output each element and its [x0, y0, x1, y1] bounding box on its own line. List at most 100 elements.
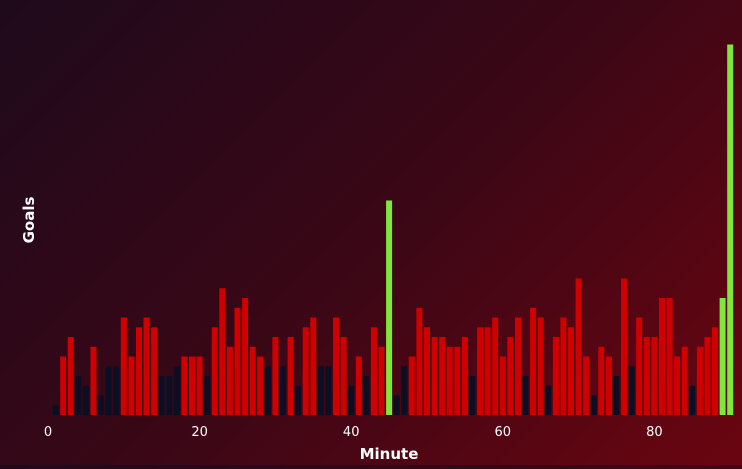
bar-minute-9 — [113, 366, 120, 416]
bar-minute-63 — [522, 376, 529, 415]
x-axis-ticks: 0 20 40 60 80 — [44, 425, 663, 440]
bar-minute-4 — [75, 376, 82, 415]
bar-minute-2 — [60, 356, 67, 415]
bar-minute-6 — [90, 346, 97, 416]
bar-minute-51 — [431, 337, 438, 415]
x-tick-label: 80 — [646, 425, 663, 440]
bar-minute-61 — [507, 337, 514, 415]
bar-minute-52 — [439, 337, 446, 415]
bar-minute-10 — [120, 317, 127, 415]
bar-minute-82 — [666, 298, 673, 415]
bar-minute-28 — [257, 356, 264, 415]
bar-minute-27 — [249, 346, 256, 416]
bar-minute-59 — [492, 317, 499, 415]
bar-minute-35 — [310, 317, 317, 415]
bar-minute-78 — [636, 317, 643, 415]
bar-minute-69 — [568, 327, 574, 416]
bar-minute-30 — [272, 337, 279, 415]
bar-minute-5 — [82, 385, 89, 416]
bar-minute-68 — [560, 317, 567, 415]
bar-minute-3 — [67, 337, 74, 415]
x-tick-label: 40 — [343, 425, 360, 440]
bar-minute-85 — [689, 385, 696, 416]
bar-minute-62 — [515, 317, 521, 415]
bar-minute-50 — [424, 327, 430, 416]
bar-minute-64 — [530, 307, 537, 416]
bar-minute-39 — [340, 337, 347, 415]
bar-minute-43 — [370, 327, 377, 416]
bar-minute-84 — [681, 346, 688, 416]
bar-minute-80 — [651, 337, 658, 415]
bar-minute-73 — [598, 346, 605, 416]
bar-minute-77 — [628, 366, 635, 416]
bar-minute-16 — [166, 376, 173, 415]
bar-minute-66 — [545, 385, 552, 416]
bar-minute-32 — [287, 337, 294, 415]
bar-minute-46 — [393, 395, 400, 415]
bar-minute-55 — [461, 337, 468, 415]
y-axis-label: Goals — [20, 197, 38, 244]
bar-minute-90 — [727, 44, 734, 415]
bar-minute-88 — [712, 327, 718, 416]
bar-minute-25 — [234, 307, 241, 416]
bar-minute-38 — [333, 317, 339, 415]
bar-minute-20 — [196, 356, 203, 415]
bar-minute-67 — [552, 337, 559, 415]
bar-minute-87 — [704, 337, 711, 415]
bar-minute-31 — [280, 366, 286, 416]
bar-minute-57 — [477, 327, 484, 416]
bar-minute-74 — [605, 356, 612, 415]
bar-minute-56 — [469, 376, 476, 415]
bar-minute-15 — [158, 376, 165, 415]
bar-minute-48 — [408, 356, 415, 415]
bar-minute-49 — [416, 307, 423, 416]
bar-minute-47 — [401, 366, 408, 416]
bar-minute-23 — [219, 288, 226, 416]
bar-minute-34 — [302, 327, 309, 416]
bar-minute-8 — [105, 366, 112, 416]
bar-minute-13 — [143, 317, 150, 415]
bar-minute-41 — [355, 356, 362, 415]
bar-minute-79 — [643, 337, 650, 415]
bar-minute-7 — [98, 395, 105, 415]
bar-minute-70 — [575, 278, 582, 415]
bar-minute-81 — [659, 298, 665, 415]
x-tick-label: 60 — [495, 425, 512, 440]
bar-minute-40 — [348, 385, 355, 416]
bar-minute-44 — [378, 346, 385, 416]
bar-minute-21 — [204, 376, 211, 415]
bar-minute-24 — [226, 346, 233, 416]
bar-minute-18 — [181, 356, 188, 415]
bar-minute-37 — [325, 366, 332, 416]
bar-minute-45 — [386, 200, 393, 415]
bar-minute-33 — [295, 385, 302, 416]
bar-minute-54 — [454, 346, 461, 416]
bar-minute-89 — [719, 298, 726, 415]
bar-minute-36 — [317, 366, 324, 416]
bar-minute-42 — [363, 376, 370, 415]
bar-minute-65 — [537, 317, 544, 415]
x-tick-label: 0 — [44, 425, 52, 440]
bar-minute-76 — [621, 278, 628, 415]
bar-minute-14 — [151, 327, 158, 416]
bar-minute-29 — [264, 366, 271, 416]
bar-minute-26 — [242, 298, 249, 415]
bar-minute-86 — [696, 346, 703, 416]
bar-minute-53 — [446, 346, 453, 416]
bar-minute-11 — [128, 356, 135, 415]
bar-minute-83 — [674, 356, 681, 415]
x-tick-label: 20 — [191, 425, 208, 440]
x-axis-label: Minute — [360, 445, 419, 463]
bar-minute-17 — [173, 366, 180, 416]
bar-minute-58 — [484, 327, 491, 416]
bar-minute-72 — [590, 395, 597, 415]
bar-minute-71 — [583, 356, 590, 415]
bar-minute-22 — [211, 327, 218, 416]
bar-minute-1 — [52, 405, 59, 416]
bar-minute-60 — [499, 356, 506, 415]
bar-minute-75 — [613, 376, 620, 415]
bar-series — [52, 44, 734, 416]
bar-minute-19 — [189, 356, 195, 415]
